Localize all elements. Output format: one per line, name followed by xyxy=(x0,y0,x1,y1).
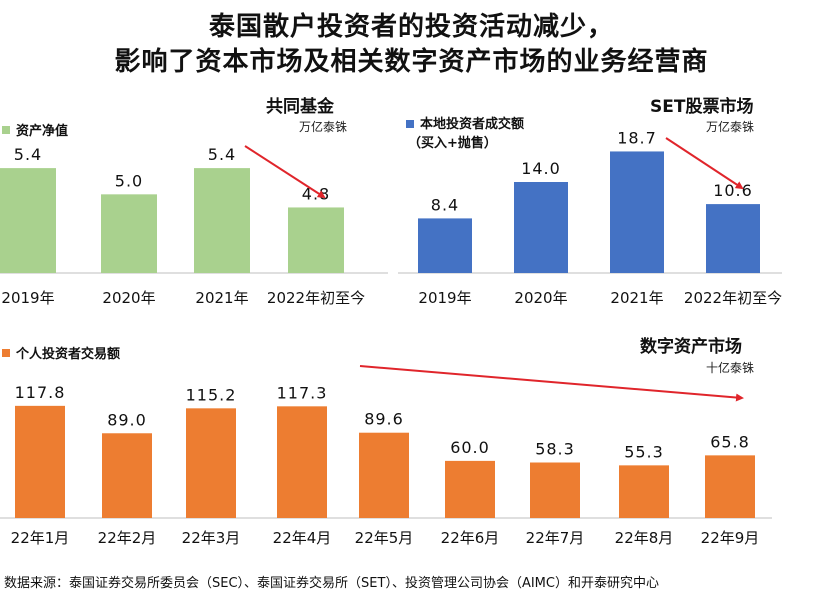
fund-chart: 5.4 2019年 5.0 2020年 5.4 2021年 4.8 2022年初至今 xyxy=(0,145,388,307)
set-panel-title: SET股票市场 xyxy=(650,97,754,117)
fund-bar xyxy=(288,207,344,273)
fund-category-label: 2021年 xyxy=(195,289,248,307)
fund-category-label: 2019年 xyxy=(1,289,54,307)
digital-value-label: 89.6 xyxy=(364,410,404,429)
set-category-label: 2022年初至今 xyxy=(684,289,782,307)
digital-category-label: 22年6月 xyxy=(441,529,500,547)
fund-value-label: 5.0 xyxy=(115,171,143,190)
digital-bar xyxy=(359,432,409,518)
digital-value-label: 58.3 xyxy=(535,439,575,458)
digital-value-label: 60.0 xyxy=(450,438,490,457)
set-legend-swatch xyxy=(406,120,414,128)
digital-bar xyxy=(186,408,236,518)
digital-legend-swatch xyxy=(2,348,10,357)
fund-bar xyxy=(194,168,250,273)
set-category-label: 2021年 xyxy=(610,289,663,307)
set-legend: 本地投资者成交额 （买入+抛售） xyxy=(406,115,524,153)
set-bar xyxy=(514,182,568,273)
digital-panel-title: 数字资产市场 xyxy=(640,337,742,357)
set-legend-line-1: 本地投资者成交额 xyxy=(420,117,525,132)
digital-bar xyxy=(102,433,152,518)
set-unit-label: 万亿泰铢 xyxy=(706,120,755,134)
headline-line-2: 影响了资本市场及相关数字资产市场的业务经营商 xyxy=(114,47,709,77)
digital-category-label: 22年8月 xyxy=(615,529,674,547)
digital-unit-label: 十亿泰铢 xyxy=(706,361,755,375)
digital-legend-label: 个人投资者交易额 xyxy=(16,347,121,362)
set-legend-line-2: （买入+抛售） xyxy=(408,136,497,151)
digital-decline-arrow xyxy=(359,365,744,402)
set-value-label: 18.7 xyxy=(617,128,657,147)
digital-bar xyxy=(15,405,65,518)
digital-category-label: 22年4月 xyxy=(273,529,332,547)
fund-value-label: 5.4 xyxy=(14,145,42,164)
digital-bar xyxy=(530,462,580,518)
fund-bar xyxy=(0,168,56,273)
fund-value-label: 4.8 xyxy=(302,184,330,203)
set-value-label: 14.0 xyxy=(521,159,561,178)
digital-category-label: 22年5月 xyxy=(355,529,414,547)
fund-category-label: 2022年初至今 xyxy=(267,289,365,307)
set-bar xyxy=(706,204,760,273)
set-chart: 8.4 2019年 14.0 2020年 18.7 2021年 10.6 2022年初至今 xyxy=(398,128,782,307)
fund-legend-swatch xyxy=(2,125,10,134)
fund-value-label: 5.4 xyxy=(208,145,236,164)
set-bar xyxy=(610,151,664,273)
fund-legend-label: 资产净值 xyxy=(16,124,69,139)
digital-value-label: 117.8 xyxy=(15,383,66,402)
fund-bar xyxy=(101,194,157,273)
set-category-label: 2020年 xyxy=(514,289,567,307)
set-value-label: 10.6 xyxy=(713,181,753,200)
digital-value-label: 55.3 xyxy=(624,442,664,461)
digital-value-label: 89.0 xyxy=(107,410,147,429)
digital-category-label: 22年7月 xyxy=(526,529,585,547)
digital-chart: 117.8 22年1月 89.0 22年2月 115.2 22年3月 117.3 22年4月 8… xyxy=(0,383,772,547)
set-bar xyxy=(418,218,472,273)
digital-category-label: 22年3月 xyxy=(182,529,241,547)
digital-bar xyxy=(277,406,327,518)
digital-category-label: 22年2月 xyxy=(98,529,157,547)
digital-category-label: 22年9月 xyxy=(701,529,760,547)
digital-category-label: 22年1月 xyxy=(11,529,70,547)
data-source-note: 数据来源：泰国证券交易所委员会（SEC）、泰国证券交易所（SET）、投资管理公司… xyxy=(4,576,659,591)
fund-unit-label: 万亿泰铢 xyxy=(299,120,348,134)
set-value-label: 8.4 xyxy=(431,195,459,214)
fund-decline-arrow xyxy=(244,145,326,199)
fund-category-label: 2020年 xyxy=(102,289,155,307)
digital-legend: 个人投资者交易额 xyxy=(2,343,120,362)
fund-panel-title: 共同基金 xyxy=(266,97,334,117)
digital-bar xyxy=(445,460,495,518)
digital-value-label: 115.2 xyxy=(186,385,237,404)
digital-value-label: 117.3 xyxy=(277,383,328,402)
digital-bar xyxy=(705,455,755,518)
digital-value-label: 65.8 xyxy=(710,432,750,451)
set-category-label: 2019年 xyxy=(418,289,471,307)
digital-bar xyxy=(619,465,669,518)
set-decline-arrow xyxy=(665,137,744,190)
fund-legend: 资产净值 xyxy=(2,120,68,139)
headline-line-1: 泰国散户投资者的投资活动减少， xyxy=(208,12,614,42)
